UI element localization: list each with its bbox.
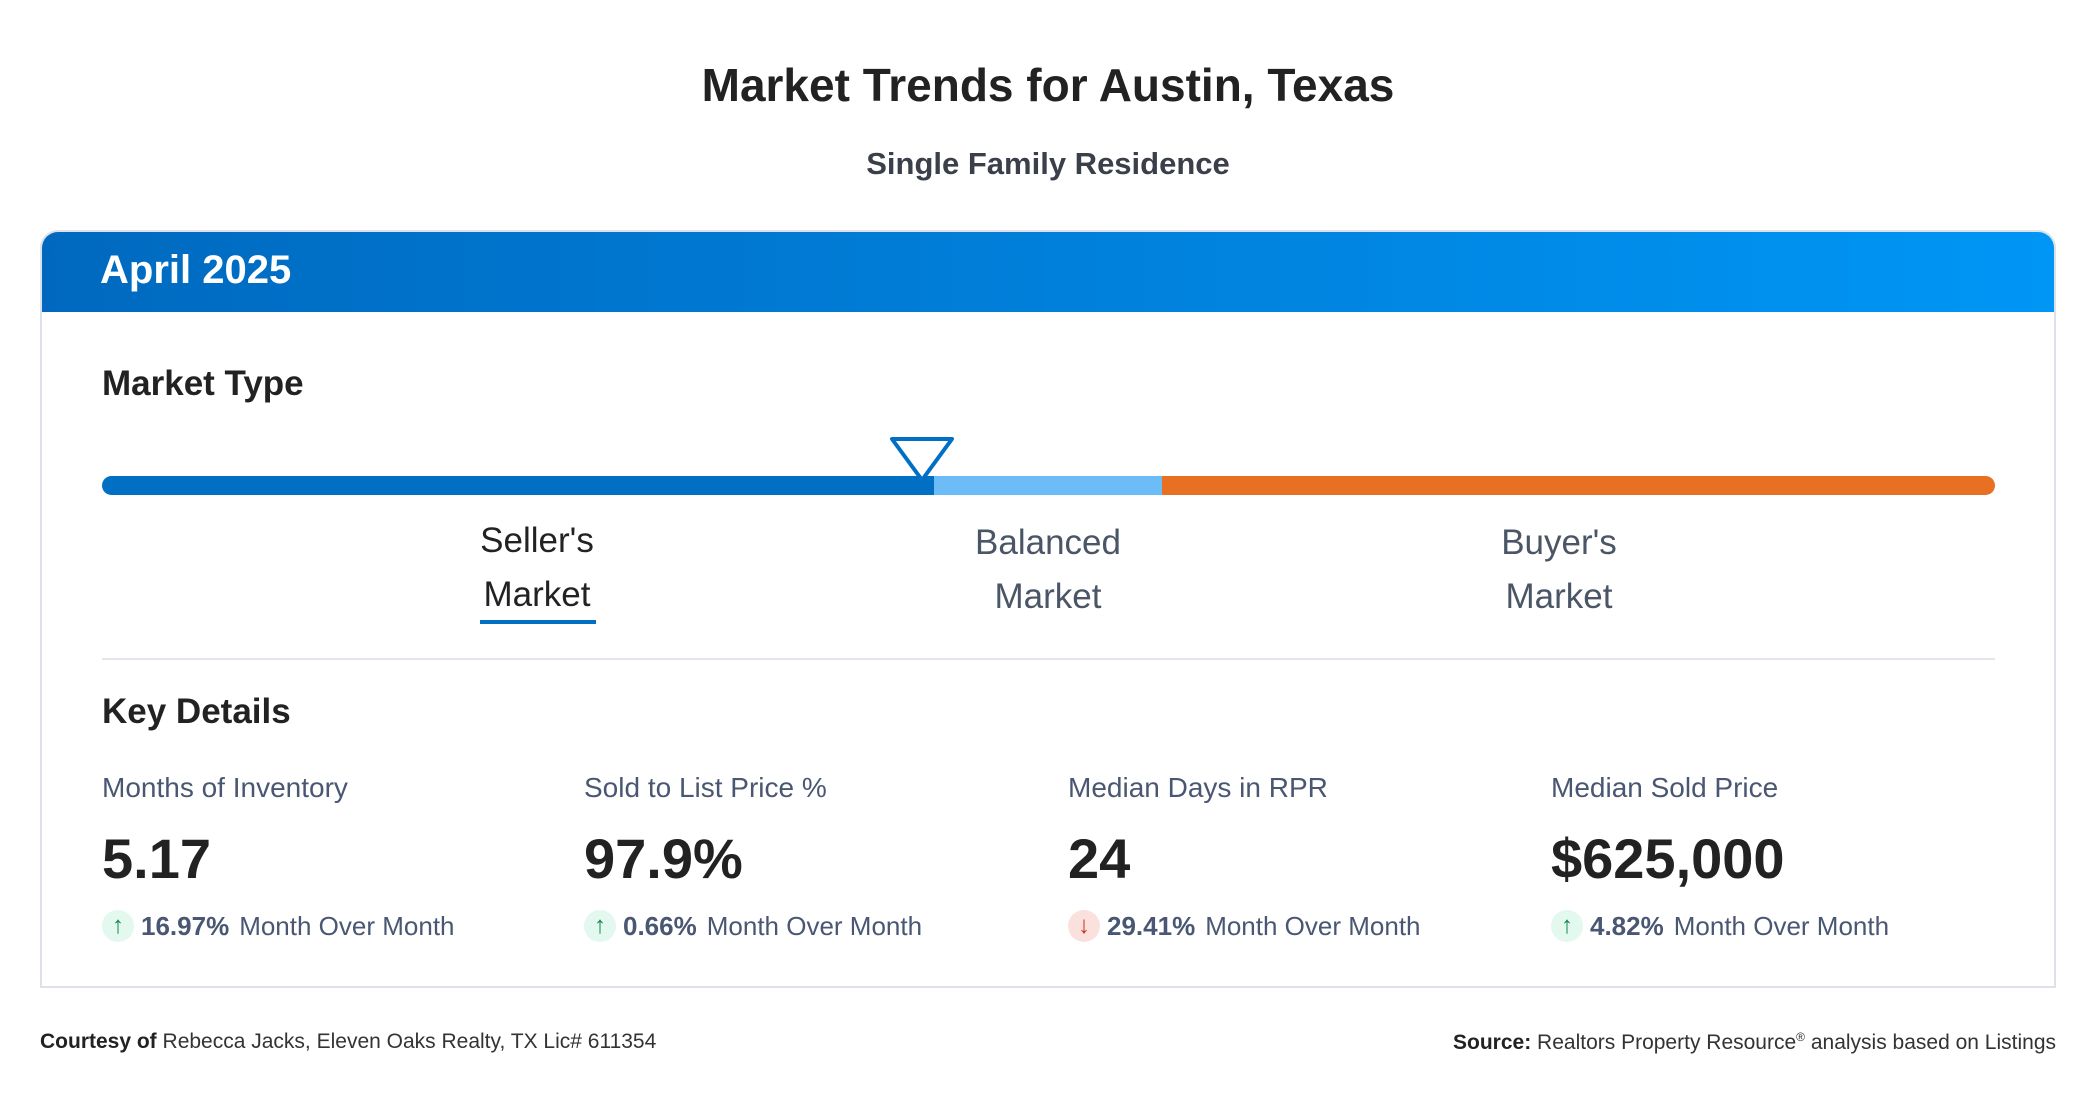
seller-market-segment bbox=[102, 476, 934, 495]
metric-change: 0.66% bbox=[623, 910, 697, 941]
balanced-market-label: Balanced Market bbox=[898, 516, 1198, 624]
page-subtitle: Single Family Residence bbox=[866, 146, 1230, 181]
seller-market-label: Seller's Market bbox=[387, 514, 687, 622]
label-line: Market bbox=[483, 575, 591, 614]
metric-label: Median Days in RPR bbox=[1068, 772, 1328, 803]
metric-value: 5.17 bbox=[102, 827, 211, 890]
metric-label: Months of Inventory bbox=[102, 772, 348, 803]
period-label: April 2025 bbox=[100, 248, 292, 292]
source-suffix: analysis based on Listings bbox=[1810, 1031, 2056, 1054]
metric-period: Month Over Month bbox=[706, 910, 923, 941]
label-line: Market bbox=[1505, 577, 1613, 616]
courtesy-label: Courtesy of bbox=[40, 1030, 157, 1053]
metric-period: Month Over Month bbox=[239, 910, 455, 941]
metric-label: Sold to List Price % bbox=[584, 772, 827, 803]
arrow-up-icon: ↑ bbox=[1551, 910, 1583, 942]
courtesy-text: Rebecca Jacks, Eleven Oaks Realty, TX Li… bbox=[162, 1030, 657, 1053]
card-header: April 2025 bbox=[42, 232, 2054, 312]
courtesy-footer: Courtesy of Rebecca Jacks, Eleven Oaks R… bbox=[40, 1030, 656, 1054]
metric-period: Month Over Month bbox=[1673, 910, 1890, 941]
metric-value: 97.9% bbox=[584, 827, 743, 890]
selected-underline bbox=[480, 620, 596, 624]
metric-label: Median Sold Price bbox=[1551, 772, 1779, 803]
section-divider bbox=[102, 658, 1995, 660]
buyer-market-segment bbox=[1162, 476, 1995, 495]
metric-value: 24 bbox=[1068, 827, 1131, 890]
metric-period: Month Over Month bbox=[1205, 910, 1421, 941]
metric-change: 16.97% bbox=[141, 910, 230, 941]
page-title: Market Trends for Austin, Texas bbox=[701, 59, 1395, 111]
label-line: Buyer's bbox=[1501, 523, 1617, 562]
label-line: Balanced bbox=[975, 523, 1121, 562]
market-card: April 2025 bbox=[40, 230, 2056, 988]
arrow-up-icon: ↑ bbox=[102, 910, 134, 942]
registered-mark: ® bbox=[1796, 1030, 1805, 1044]
metric-median-sold-price: Median Sold Price $625,000 ↑ 4.82% Month O… bbox=[1551, 772, 2021, 942]
arrow-up-icon: ↑ bbox=[584, 910, 616, 942]
metric-change: 4.82% bbox=[1590, 910, 1664, 941]
buyer-market-label: Buyer's Market bbox=[1409, 516, 1709, 624]
label-line: Seller's bbox=[480, 521, 594, 560]
source-text: Realtors Property Resource bbox=[1537, 1031, 1797, 1054]
source-footer: Source: Realtors Property Resource® anal… bbox=[1453, 1030, 2056, 1055]
metric-change: 29.41% bbox=[1107, 910, 1196, 941]
metric-value: $625,000 bbox=[1551, 827, 1785, 890]
source-label: Source: bbox=[1453, 1031, 1532, 1054]
metric-sold-to-list: Sold to List Price % 97.9% ↑ 0.66% Month O… bbox=[584, 772, 1054, 942]
balanced-market-segment bbox=[934, 476, 1162, 495]
label-line: Market bbox=[994, 577, 1102, 616]
market-type-heading: Market Type bbox=[102, 364, 304, 403]
market-indicator-triangle-icon bbox=[890, 437, 954, 482]
metric-months-of-inventory: Months of Inventory 5.17 ↑ 16.97% Month Ov… bbox=[102, 772, 572, 942]
key-details-heading: Key Details bbox=[102, 692, 291, 731]
arrow-down-icon: ↓ bbox=[1068, 910, 1100, 942]
metric-median-days: Median Days in RPR 24 ↓ 29.41% Month Over … bbox=[1068, 772, 1538, 942]
